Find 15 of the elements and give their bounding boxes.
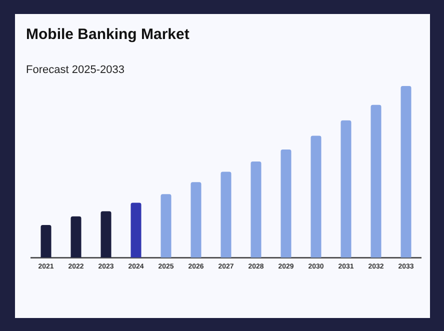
bar xyxy=(310,136,322,258)
bar xyxy=(190,182,202,258)
bar xyxy=(370,104,382,258)
bar xyxy=(400,86,412,258)
bar xyxy=(40,224,52,258)
chart-title: Mobile Banking Market xyxy=(26,26,190,43)
bar xyxy=(340,120,352,258)
bar xyxy=(160,194,172,258)
bar xyxy=(130,202,142,258)
bar xyxy=(280,149,292,258)
bar xyxy=(250,162,262,258)
bar xyxy=(70,216,82,258)
chart-subtitle: Forecast 2025-2033 xyxy=(26,64,124,76)
bar xyxy=(220,172,232,258)
bar xyxy=(100,211,112,258)
